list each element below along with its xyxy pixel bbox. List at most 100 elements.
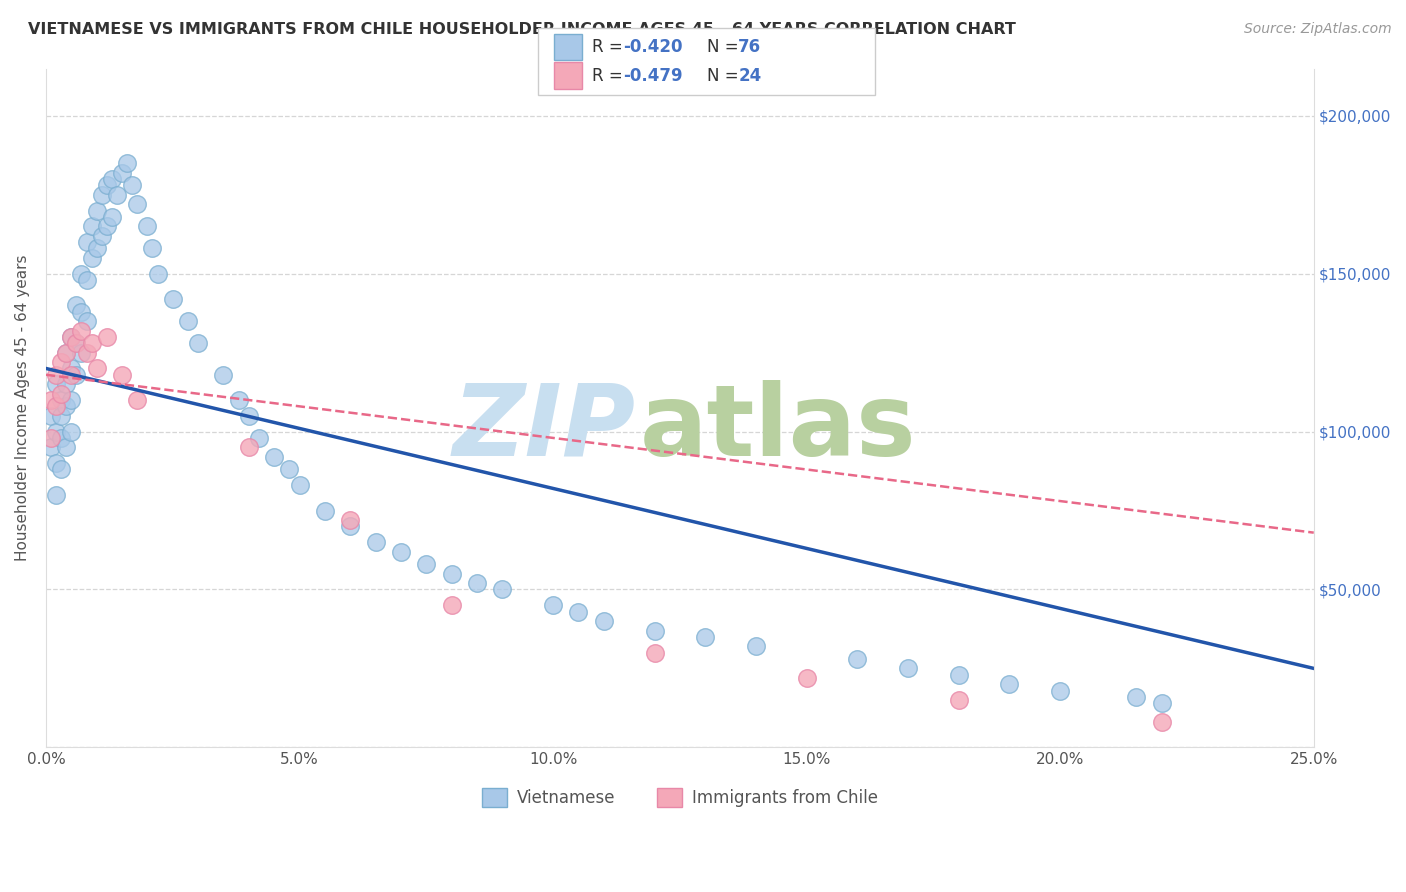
Vietnamese [440,566,463,581]
Vietnamese [136,219,159,234]
Vietnamese [90,187,112,202]
Vietnamese [76,235,98,249]
Vietnamese [162,292,184,306]
Vietnamese [1125,690,1147,704]
Vietnamese [228,392,250,407]
Vietnamese [745,640,768,654]
Immigrants from Chile [45,368,67,382]
Vietnamese [55,377,77,392]
Vietnamese [65,298,87,312]
Vietnamese [60,330,83,344]
Vietnamese [541,599,564,613]
Text: 24: 24 [738,67,762,85]
Text: Source: ZipAtlas.com: Source: ZipAtlas.com [1244,22,1392,37]
Vietnamese [70,267,93,281]
Vietnamese [1150,696,1173,710]
Vietnamese [90,228,112,243]
Vietnamese [115,156,138,170]
Vietnamese [51,392,73,407]
Vietnamese [212,368,235,382]
Vietnamese [247,431,270,445]
Immigrants from Chile [51,386,73,401]
Vietnamese [491,582,513,597]
Vietnamese [86,242,108,256]
Vietnamese [60,392,83,407]
Text: R =: R = [592,38,628,56]
Vietnamese [39,409,62,423]
Immigrants from Chile [39,431,62,445]
Immigrants from Chile [440,599,463,613]
Vietnamese [187,336,209,351]
Text: R =: R = [592,67,628,85]
Vietnamese [567,605,589,619]
Legend: Vietnamese, Immigrants from Chile: Vietnamese, Immigrants from Chile [475,781,884,814]
Immigrants from Chile [60,330,83,344]
Vietnamese [897,661,920,675]
Vietnamese [65,336,87,351]
Vietnamese [127,197,149,211]
Vietnamese [96,178,118,193]
Vietnamese [263,450,285,464]
Vietnamese [415,558,437,572]
Vietnamese [101,172,124,186]
Vietnamese [846,652,869,666]
Vietnamese [364,535,387,549]
Text: ZIP: ZIP [453,380,636,477]
Immigrants from Chile [796,671,818,685]
Immigrants from Chile [70,324,93,338]
Vietnamese [55,441,77,455]
Vietnamese [45,456,67,470]
Vietnamese [70,304,93,318]
Immigrants from Chile [127,392,149,407]
Vietnamese [60,361,83,376]
Text: N =: N = [707,67,744,85]
Vietnamese [339,519,361,533]
Vietnamese [948,667,970,681]
Vietnamese [76,273,98,287]
Vietnamese [101,210,124,224]
Vietnamese [278,462,301,476]
Vietnamese [60,425,83,439]
Text: N =: N = [707,38,744,56]
Vietnamese [238,409,260,423]
Vietnamese [55,400,77,414]
Vietnamese [45,377,67,392]
Vietnamese [65,368,87,382]
Vietnamese [45,425,67,439]
Vietnamese [76,314,98,328]
Immigrants from Chile [45,400,67,414]
Vietnamese [80,219,103,234]
Immigrants from Chile [65,336,87,351]
Text: atlas: atlas [640,380,915,477]
Vietnamese [141,242,163,256]
Vietnamese [70,345,93,359]
Vietnamese [55,345,77,359]
Immigrants from Chile [80,336,103,351]
Immigrants from Chile [39,392,62,407]
Immigrants from Chile [1150,715,1173,730]
Vietnamese [39,441,62,455]
Vietnamese [288,478,311,492]
Immigrants from Chile [96,330,118,344]
Vietnamese [177,314,200,328]
Vietnamese [51,409,73,423]
Vietnamese [51,462,73,476]
Immigrants from Chile [644,646,666,660]
Vietnamese [592,614,614,628]
Immigrants from Chile [238,441,260,455]
Vietnamese [51,431,73,445]
Vietnamese [96,219,118,234]
Vietnamese [465,576,488,591]
Vietnamese [146,267,169,281]
Vietnamese [1049,683,1071,698]
Vietnamese [80,251,103,265]
Text: -0.420: -0.420 [623,38,682,56]
Immigrants from Chile [51,355,73,369]
Text: VIETNAMESE VS IMMIGRANTS FROM CHILE HOUSEHOLDER INCOME AGES 45 - 64 YEARS CORREL: VIETNAMESE VS IMMIGRANTS FROM CHILE HOUS… [28,22,1017,37]
Vietnamese [695,630,717,644]
Vietnamese [86,203,108,218]
Immigrants from Chile [948,693,970,707]
Immigrants from Chile [339,513,361,527]
Vietnamese [121,178,143,193]
Vietnamese [105,187,128,202]
